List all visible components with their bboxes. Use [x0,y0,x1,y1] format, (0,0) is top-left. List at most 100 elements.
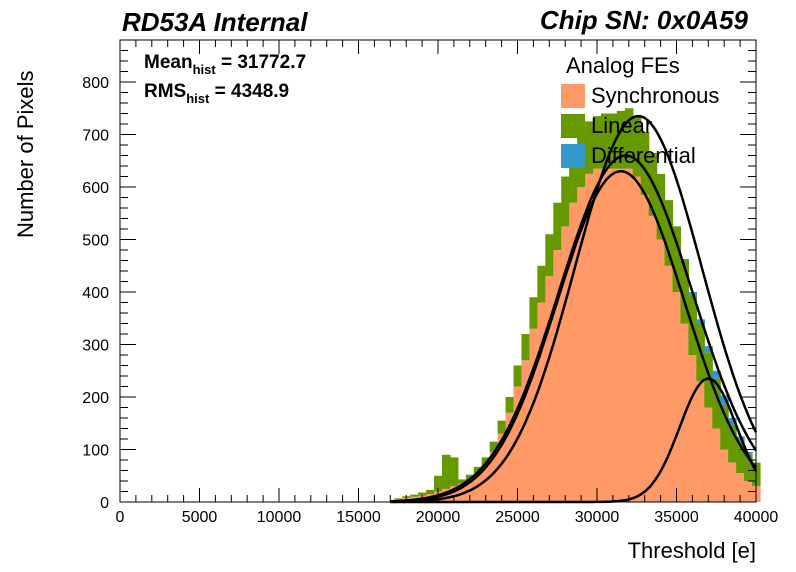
bar-synchronous-34 [664,265,674,502]
y-tick-label-7: 700 [82,128,109,145]
bar-synchronous-25 [593,168,602,503]
y-tick-label-4: 400 [82,285,109,302]
legend-swatch-differential [561,144,585,168]
bar-synchronous-38 [696,381,705,502]
bar-linear-43 [736,441,745,474]
bar-synchronous-15 [513,386,523,502]
bar-differential-40 [712,370,721,379]
bar-synchronous-20 [553,250,562,502]
bar-linear-5 [434,475,443,492]
histogram-layer [394,108,761,503]
bar-synchronous-32 [648,215,658,503]
bar-linear-2 [410,494,419,497]
x-tick-label-3: 15000 [336,509,381,526]
bar-linear-42 [728,425,737,463]
bar-linear-20 [553,202,562,250]
bar-synchronous-35 [672,292,682,502]
bar-differential-36 [680,258,690,261]
axes-layer: 0 5000 10000 15000 20000 25000 30000 35000 40000… [82,39,779,526]
fit-curve-0 [390,170,757,503]
bar-linear-33 [656,173,666,240]
left-title: RD53A Internal [122,7,308,37]
bar-synchronous-22 [569,202,578,502]
bar-linear-3 [418,492,427,496]
x-tick-label-4: 20000 [416,509,461,526]
y-tick-label-5: 500 [82,233,109,250]
bar-synchronous-16 [521,360,531,502]
bar-synchronous-21 [561,226,570,503]
bar-synchronous-19 [545,276,554,502]
bar-synchronous-30 [632,176,642,502]
fit-curve-1 [390,114,758,504]
bar-synchronous-11 [481,465,491,502]
y-tick-label-1: 100 [82,443,109,460]
bar-linear-22 [569,150,578,203]
bar-linear-44 [744,454,753,481]
bar-synchronous-40 [712,428,721,502]
bar-differential-39 [704,346,713,353]
bar-synchronous-7 [449,486,459,502]
x-tick-label-7: 35000 [654,509,699,526]
bar-linear-4 [426,489,435,495]
fit-curve-2 [390,154,758,503]
bar-synchronous-18 [537,302,546,502]
bar-synchronous-13 [497,433,507,502]
bar-synchronous-24 [585,173,594,503]
bar-linear-14 [505,397,515,413]
y-tick-label-2: 200 [82,390,109,407]
bar-synchronous-23 [577,187,586,502]
y-tick-label-6: 600 [82,180,109,197]
x-tick-label-2: 10000 [257,509,302,526]
legend-title: Analog FEs [566,53,680,78]
bar-linear-34 [664,200,674,266]
bar-synchronous-17 [529,328,538,502]
x-tick-label-5: 25000 [495,509,540,526]
bar-synchronous-28 [616,168,626,503]
bar-synchronous-27 [608,168,618,503]
bar-linear-15 [513,365,523,387]
legend-label-differential: Differential [591,143,696,168]
bar-linear-26 [600,113,610,169]
bar-synchronous-42 [728,462,737,503]
x-tick-label-6: 30000 [575,509,620,526]
right-title: Chip SN: 0x0A59 [540,5,749,35]
legend-swatch-linear [561,114,585,138]
bar-differential-41 [720,395,729,405]
bar-linear-7 [449,457,459,487]
bar-synchronous-33 [656,239,666,502]
legend-swatch-synchronous [561,84,585,108]
bar-synchronous-10 [473,473,483,503]
bar-differential-42 [728,418,737,426]
y-axis-title: Number of Pixels [13,70,38,238]
x-tick-label-0: 0 [116,509,125,526]
bar-linear-21 [561,176,570,227]
bar-synchronous-12 [489,452,499,503]
bar-linear-13 [497,420,507,434]
bar-linear-36 [680,260,690,324]
bar-linear-19 [545,234,554,277]
x-tick-label-1: 5000 [182,509,218,526]
bar-linear-27 [608,113,618,169]
bar-linear-28 [616,110,626,169]
bar-linear-39 [704,352,713,408]
bar-synchronous-26 [600,168,610,503]
bar-linear-29 [624,108,634,169]
bar-synchronous-14 [505,412,515,502]
bar-linear-35 [672,226,682,293]
bar-synchronous-43 [736,473,745,503]
x-axis-title: Threshold [e] [628,538,756,563]
bar-synchronous-29 [624,168,634,503]
bar-linear-12 [489,441,499,453]
bar-linear-0 [394,498,403,500]
bar-linear-41 [720,404,729,450]
bar-synchronous-41 [720,449,729,502]
bar-linear-9 [465,474,475,480]
bar-linear-18 [537,265,546,303]
mean-stat: Meanhist = 31772.7 [144,52,306,77]
bar-linear-16 [521,334,531,361]
legend-label-synchronous: Synchronous [591,83,719,108]
x-tick-label-8: 40000 [734,509,779,526]
bar-linear-24 [585,121,594,174]
bar-linear-6 [441,454,451,489]
